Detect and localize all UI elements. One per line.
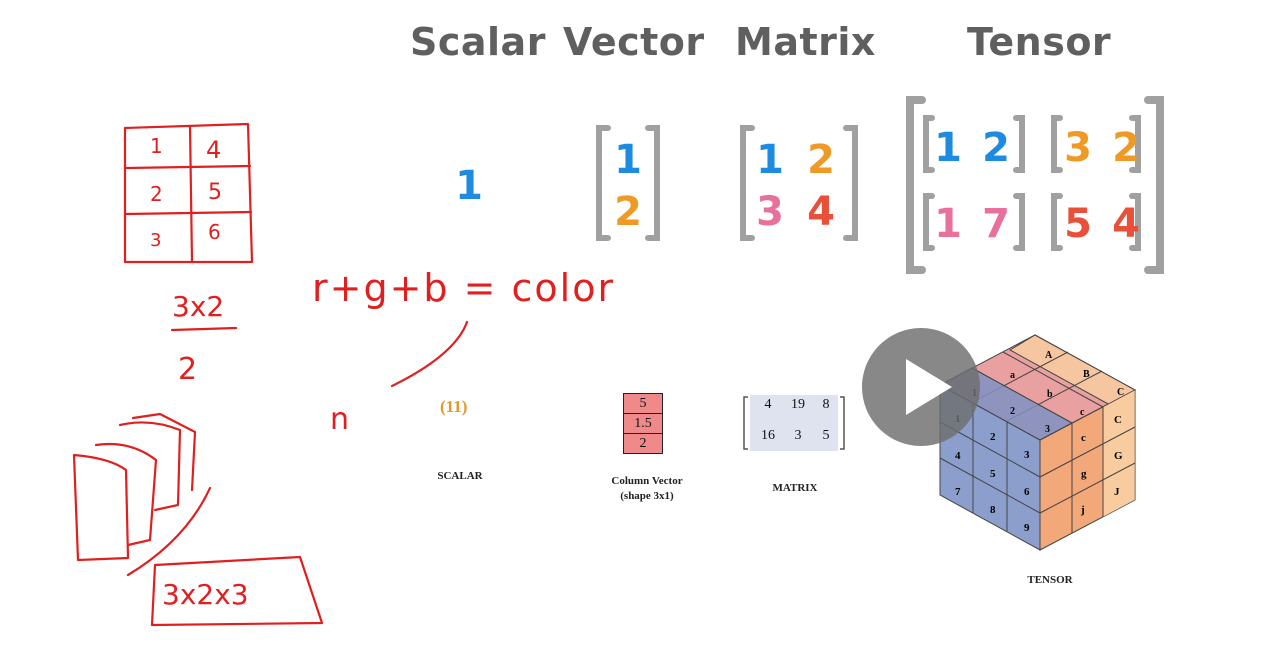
tensor-side-label: g <box>1081 468 1087 480</box>
matrix-cell: 8 <box>822 397 830 412</box>
tensor-top-label: C <box>1117 387 1125 398</box>
vector-value-2: 2 <box>614 189 642 235</box>
column-vector-box: 5 1.5 2 <box>623 393 663 454</box>
column-vector-subcaption: (shape 3x1) <box>620 490 674 502</box>
bottom-scalar-caption: SCALAR <box>437 470 483 482</box>
heading-vector: Vector <box>563 20 705 64</box>
tensor-top-label: 3 <box>1045 424 1050 435</box>
tensor-value-6: 7 <box>982 201 1010 247</box>
tensor-top-label: 2 <box>1010 406 1015 417</box>
tensor-side-label: c <box>1081 432 1086 444</box>
handwritten-letter: n <box>330 402 350 437</box>
bottom-scalar-value: (11) <box>440 397 468 416</box>
handwritten-grid-cell: 3 <box>150 230 162 251</box>
column-vector-cell: 5 <box>624 394 662 414</box>
tensor-front-label: 4 <box>955 450 961 462</box>
tensor-side-label: G <box>1114 450 1123 462</box>
tensor-side-label: J <box>1114 486 1120 498</box>
tensor-side-label: C <box>1114 414 1122 426</box>
tensor-side-label: j <box>1081 504 1085 516</box>
matrix-value-2: 2 <box>807 137 835 183</box>
column-vector-cell: 2 <box>639 436 647 451</box>
matrix-value-3: 3 <box>756 189 784 235</box>
tensor-front-label: 7 <box>955 486 961 498</box>
matrix-cell: 3 <box>794 428 802 443</box>
vector-left-bracket <box>596 125 611 241</box>
heading-scalar: Scalar <box>410 20 546 64</box>
tensor-top-label: A <box>1045 350 1053 361</box>
vector-right-bracket <box>645 125 660 241</box>
tensor-front-label: 8 <box>990 504 996 516</box>
tensor-front-label: 2 <box>990 431 996 443</box>
tensor-value-7: 5 <box>1064 201 1092 247</box>
matrix-value-4: 4 <box>807 189 835 235</box>
heading-matrix: Matrix <box>735 20 876 64</box>
handwritten-grid-cell: 6 <box>208 220 221 244</box>
matrix-box <box>750 395 838 451</box>
matrix-cell: 19 <box>791 397 805 412</box>
tensor-value-5: 1 <box>934 201 962 247</box>
tensor-value-4: 2 <box>1112 125 1140 171</box>
handwritten-number: 2 <box>178 352 198 387</box>
matrix-caption: MATRIX <box>772 482 818 494</box>
tensor-outer-right-bracket <box>1144 96 1164 274</box>
handwritten-stack <box>72 453 130 562</box>
matrix-cell: 5 <box>822 428 830 443</box>
tensor-caption: TENSOR <box>1027 574 1073 586</box>
play-button[interactable] <box>862 328 980 446</box>
tensor-value-2: 2 <box>982 125 1010 171</box>
matrix-right-bracket <box>843 125 858 241</box>
column-vector-caption: Column Vector <box>611 475 683 487</box>
tensor-front-label: 9 <box>1024 522 1030 534</box>
tensor-top-label: B <box>1083 369 1090 380</box>
tensor-front-label: 5 <box>990 468 996 480</box>
handwritten-grid-shape: 3x2 <box>172 290 225 323</box>
tensor-outer-left-bracket <box>906 96 926 274</box>
vector-value-1: 1 <box>614 137 642 183</box>
tensor-top-label: a <box>1010 370 1015 381</box>
matrix-left-bracket <box>740 125 755 241</box>
handwritten-grid <box>123 122 254 264</box>
column-vector-cell: 1.5 <box>624 414 662 434</box>
heading-tensor: Tensor <box>967 20 1112 64</box>
matrix-cell: 16 <box>761 428 775 443</box>
tensor-front-label: 6 <box>1024 486 1030 498</box>
tensor-top-label: c <box>1080 407 1085 418</box>
tensor-value-1: 1 <box>934 125 962 171</box>
matrix-cell: 4 <box>764 397 772 412</box>
handwritten-grid-cell: 5 <box>208 180 222 205</box>
matrix-value-1: 1 <box>756 137 784 183</box>
tensor-value-8: 4 <box>1112 201 1140 247</box>
handwritten-formula: r+g+b = color <box>312 266 616 310</box>
handwritten-stack-shape: 3x2x3 <box>162 578 249 611</box>
tensor-front-label: 3 <box>1024 449 1030 461</box>
tensor-value-3: 3 <box>1064 125 1092 171</box>
tensor-top-label: b <box>1047 389 1053 400</box>
handwritten-arrow <box>390 320 469 388</box>
handwritten-grid-cell: 2 <box>150 182 163 206</box>
handwritten-grid-cell: 1 <box>150 134 163 158</box>
scalar-value: 1 <box>455 163 483 209</box>
play-icon <box>906 359 952 415</box>
handwritten-grid-cell: 4 <box>206 136 222 164</box>
